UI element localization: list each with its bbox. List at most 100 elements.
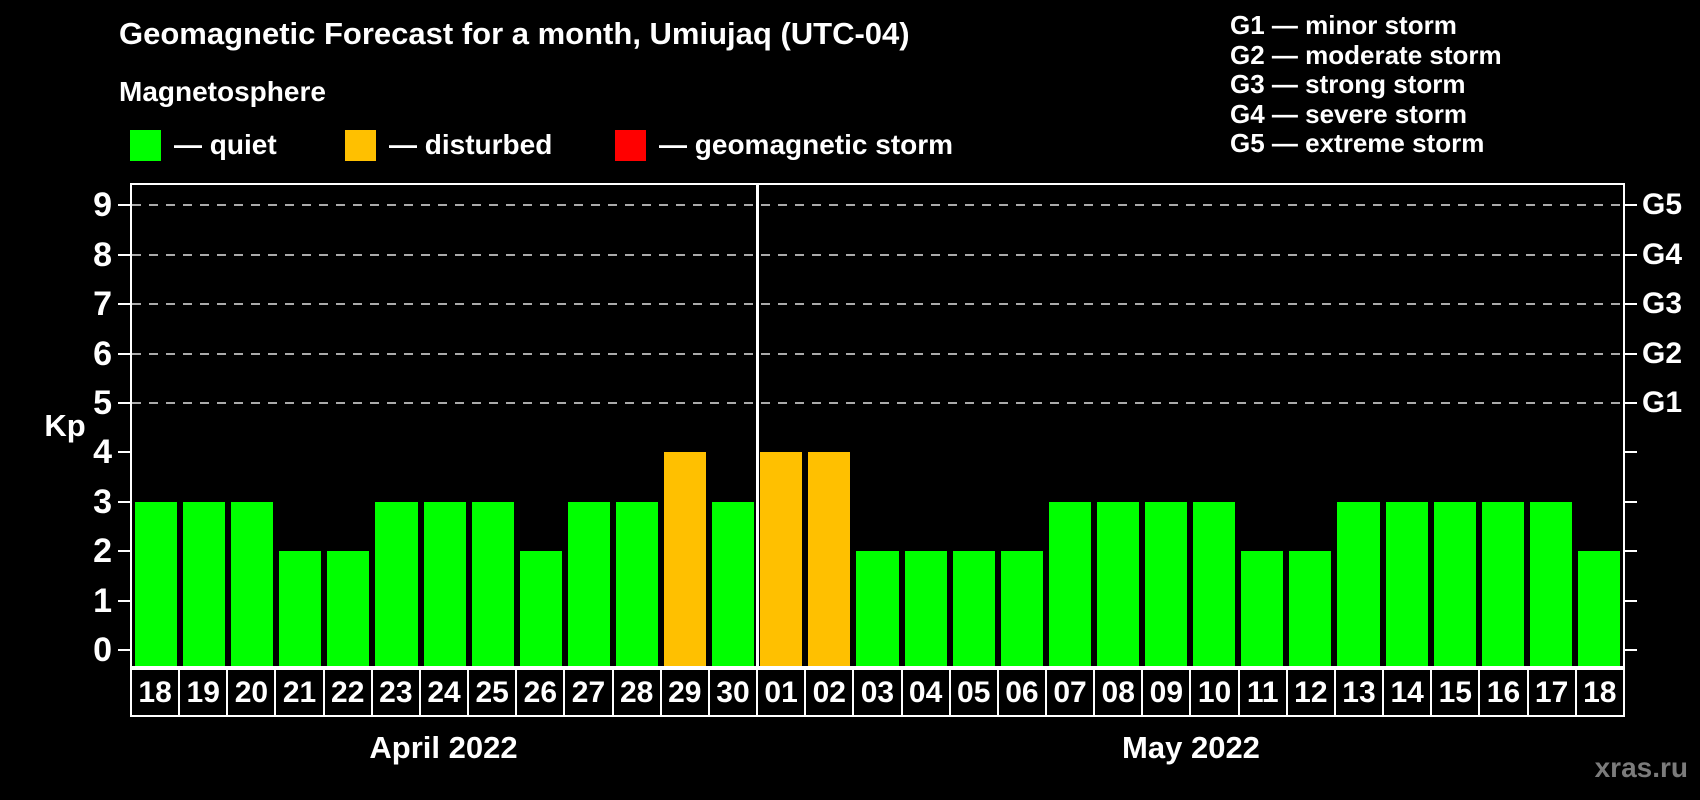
g-scale-label: G3 (1642, 287, 1683, 321)
day-label: 16 (1478, 668, 1529, 717)
month-label-april: April 2022 (369, 730, 518, 765)
kp-bar (664, 452, 707, 666)
legend-label-storm: — geomagnetic storm (659, 129, 954, 160)
day-label: 18 (1574, 668, 1625, 717)
kp-bar (1145, 501, 1188, 666)
kp-bar (712, 501, 755, 666)
y-tick-label: 7 (93, 285, 112, 324)
day-label: 11 (1237, 668, 1288, 717)
kp-bar (1289, 551, 1332, 666)
kp-bar (760, 452, 803, 666)
y-tick-left (118, 500, 130, 503)
y-tick-label: 0 (93, 631, 112, 669)
g-scale-label: G1 (1642, 386, 1683, 419)
kp-bar (375, 501, 418, 666)
y-tick-left (118, 599, 130, 602)
kp-bar (1577, 551, 1620, 666)
g5-legend-line: G5 — extreme storm (1230, 128, 1485, 159)
y-tick-right (1625, 303, 1637, 306)
kp-bar (615, 501, 659, 666)
day-label: 17 (1526, 668, 1577, 717)
day-label: 13 (1333, 668, 1385, 717)
day-label: 07 (1044, 668, 1096, 717)
kp-bar (471, 501, 514, 666)
kp-bar (135, 501, 178, 666)
day-label: 05 (948, 668, 999, 717)
g-scale-legend: G1 — minor storm G2 — moderate storm G3 … (1230, 10, 1502, 159)
kp-bar (1048, 501, 1091, 666)
g3-legend-line: G3 — strong storm (1230, 69, 1466, 100)
kp-bar (231, 501, 274, 666)
month-label-may: May 2022 (1122, 730, 1260, 765)
y-tick-label: 6 (93, 334, 112, 373)
g2-legend-line: G2 — moderate storm (1230, 39, 1502, 70)
kp-bar (952, 551, 995, 666)
y-tick-label: 4 (93, 433, 112, 472)
chart-title: Geomagnetic Forecast for a month, Umiuja… (119, 16, 910, 51)
kp-bar (1433, 501, 1476, 666)
day-label: 15 (1430, 668, 1481, 717)
day-label: 22 (322, 668, 373, 717)
month-divider (755, 185, 759, 666)
day-label: 12 (1285, 668, 1336, 717)
day-label: 30 (707, 668, 759, 717)
legend-item-disturbed: — disturbed (345, 129, 552, 161)
day-label: 04 (900, 668, 951, 717)
day-label: 19 (178, 668, 229, 717)
g-scale-label: G4 (1642, 237, 1683, 271)
day-label: 02 (804, 668, 855, 717)
day-label: 08 (1093, 668, 1144, 717)
g1-legend-line: G1 — minor storm (1230, 10, 1457, 40)
kp-bar (1337, 501, 1380, 666)
kp-bar (423, 501, 466, 666)
day-label: 28 (611, 668, 662, 717)
y-tick-left (118, 352, 130, 355)
day-label: 29 (659, 668, 710, 717)
g-scale-label: G5 (1642, 188, 1683, 222)
day-label: 25 (467, 668, 518, 717)
y-tick-right (1625, 649, 1637, 651)
kp-bar (1529, 501, 1572, 666)
y-tick-left (118, 204, 130, 207)
kp-bar (904, 551, 947, 666)
gridline-kp6 (132, 352, 1623, 355)
y-tick-left (118, 303, 130, 306)
day-label: 09 (1141, 668, 1192, 717)
y-tick-right (1625, 599, 1637, 602)
y-tick-label: 5 (93, 384, 112, 422)
kp-bar (1096, 501, 1140, 666)
kp-bar (808, 452, 851, 666)
y-tick-right (1625, 550, 1637, 553)
day-label: 10 (1189, 668, 1240, 717)
g4-legend-line: G4 — severe storm (1230, 98, 1468, 129)
y-tick-left (118, 451, 130, 454)
gridline-kp8 (132, 253, 1623, 256)
day-label: 18 (130, 668, 181, 717)
kp-bar (856, 551, 899, 666)
y-tick-label: 1 (93, 581, 112, 620)
day-label: 01 (756, 668, 807, 717)
gridline-kp5 (132, 402, 1623, 404)
y-tick-label: 9 (93, 186, 112, 225)
y-tick-left (118, 550, 130, 553)
magnetosphere-label: Magnetosphere (119, 76, 326, 107)
y-tick-right (1625, 402, 1637, 404)
y-tick-right (1625, 500, 1637, 503)
y-tick-left (118, 253, 130, 256)
storm-swatch (615, 129, 646, 161)
g-scale-label: G2 (1642, 336, 1683, 370)
kp-bar (1481, 501, 1524, 666)
day-label: 27 (563, 668, 614, 717)
kp-bar (1385, 501, 1428, 666)
x-axis-day-row: 18 19 20 21 22 23 24 25 26 27 28 29 30 01 02 03 04 05 06 07… (130, 668, 1625, 717)
disturbed-swatch (345, 129, 376, 161)
y-tick-label: 8 (93, 235, 112, 274)
legend-item-storm: — geomagnetic storm (615, 129, 953, 161)
kp-bar (279, 551, 322, 666)
day-label: 23 (370, 668, 421, 717)
day-label: 06 (996, 668, 1047, 717)
y-axis-title: Kp (44, 408, 86, 443)
y-tick-right (1625, 204, 1637, 207)
y-tick-left (118, 649, 130, 651)
